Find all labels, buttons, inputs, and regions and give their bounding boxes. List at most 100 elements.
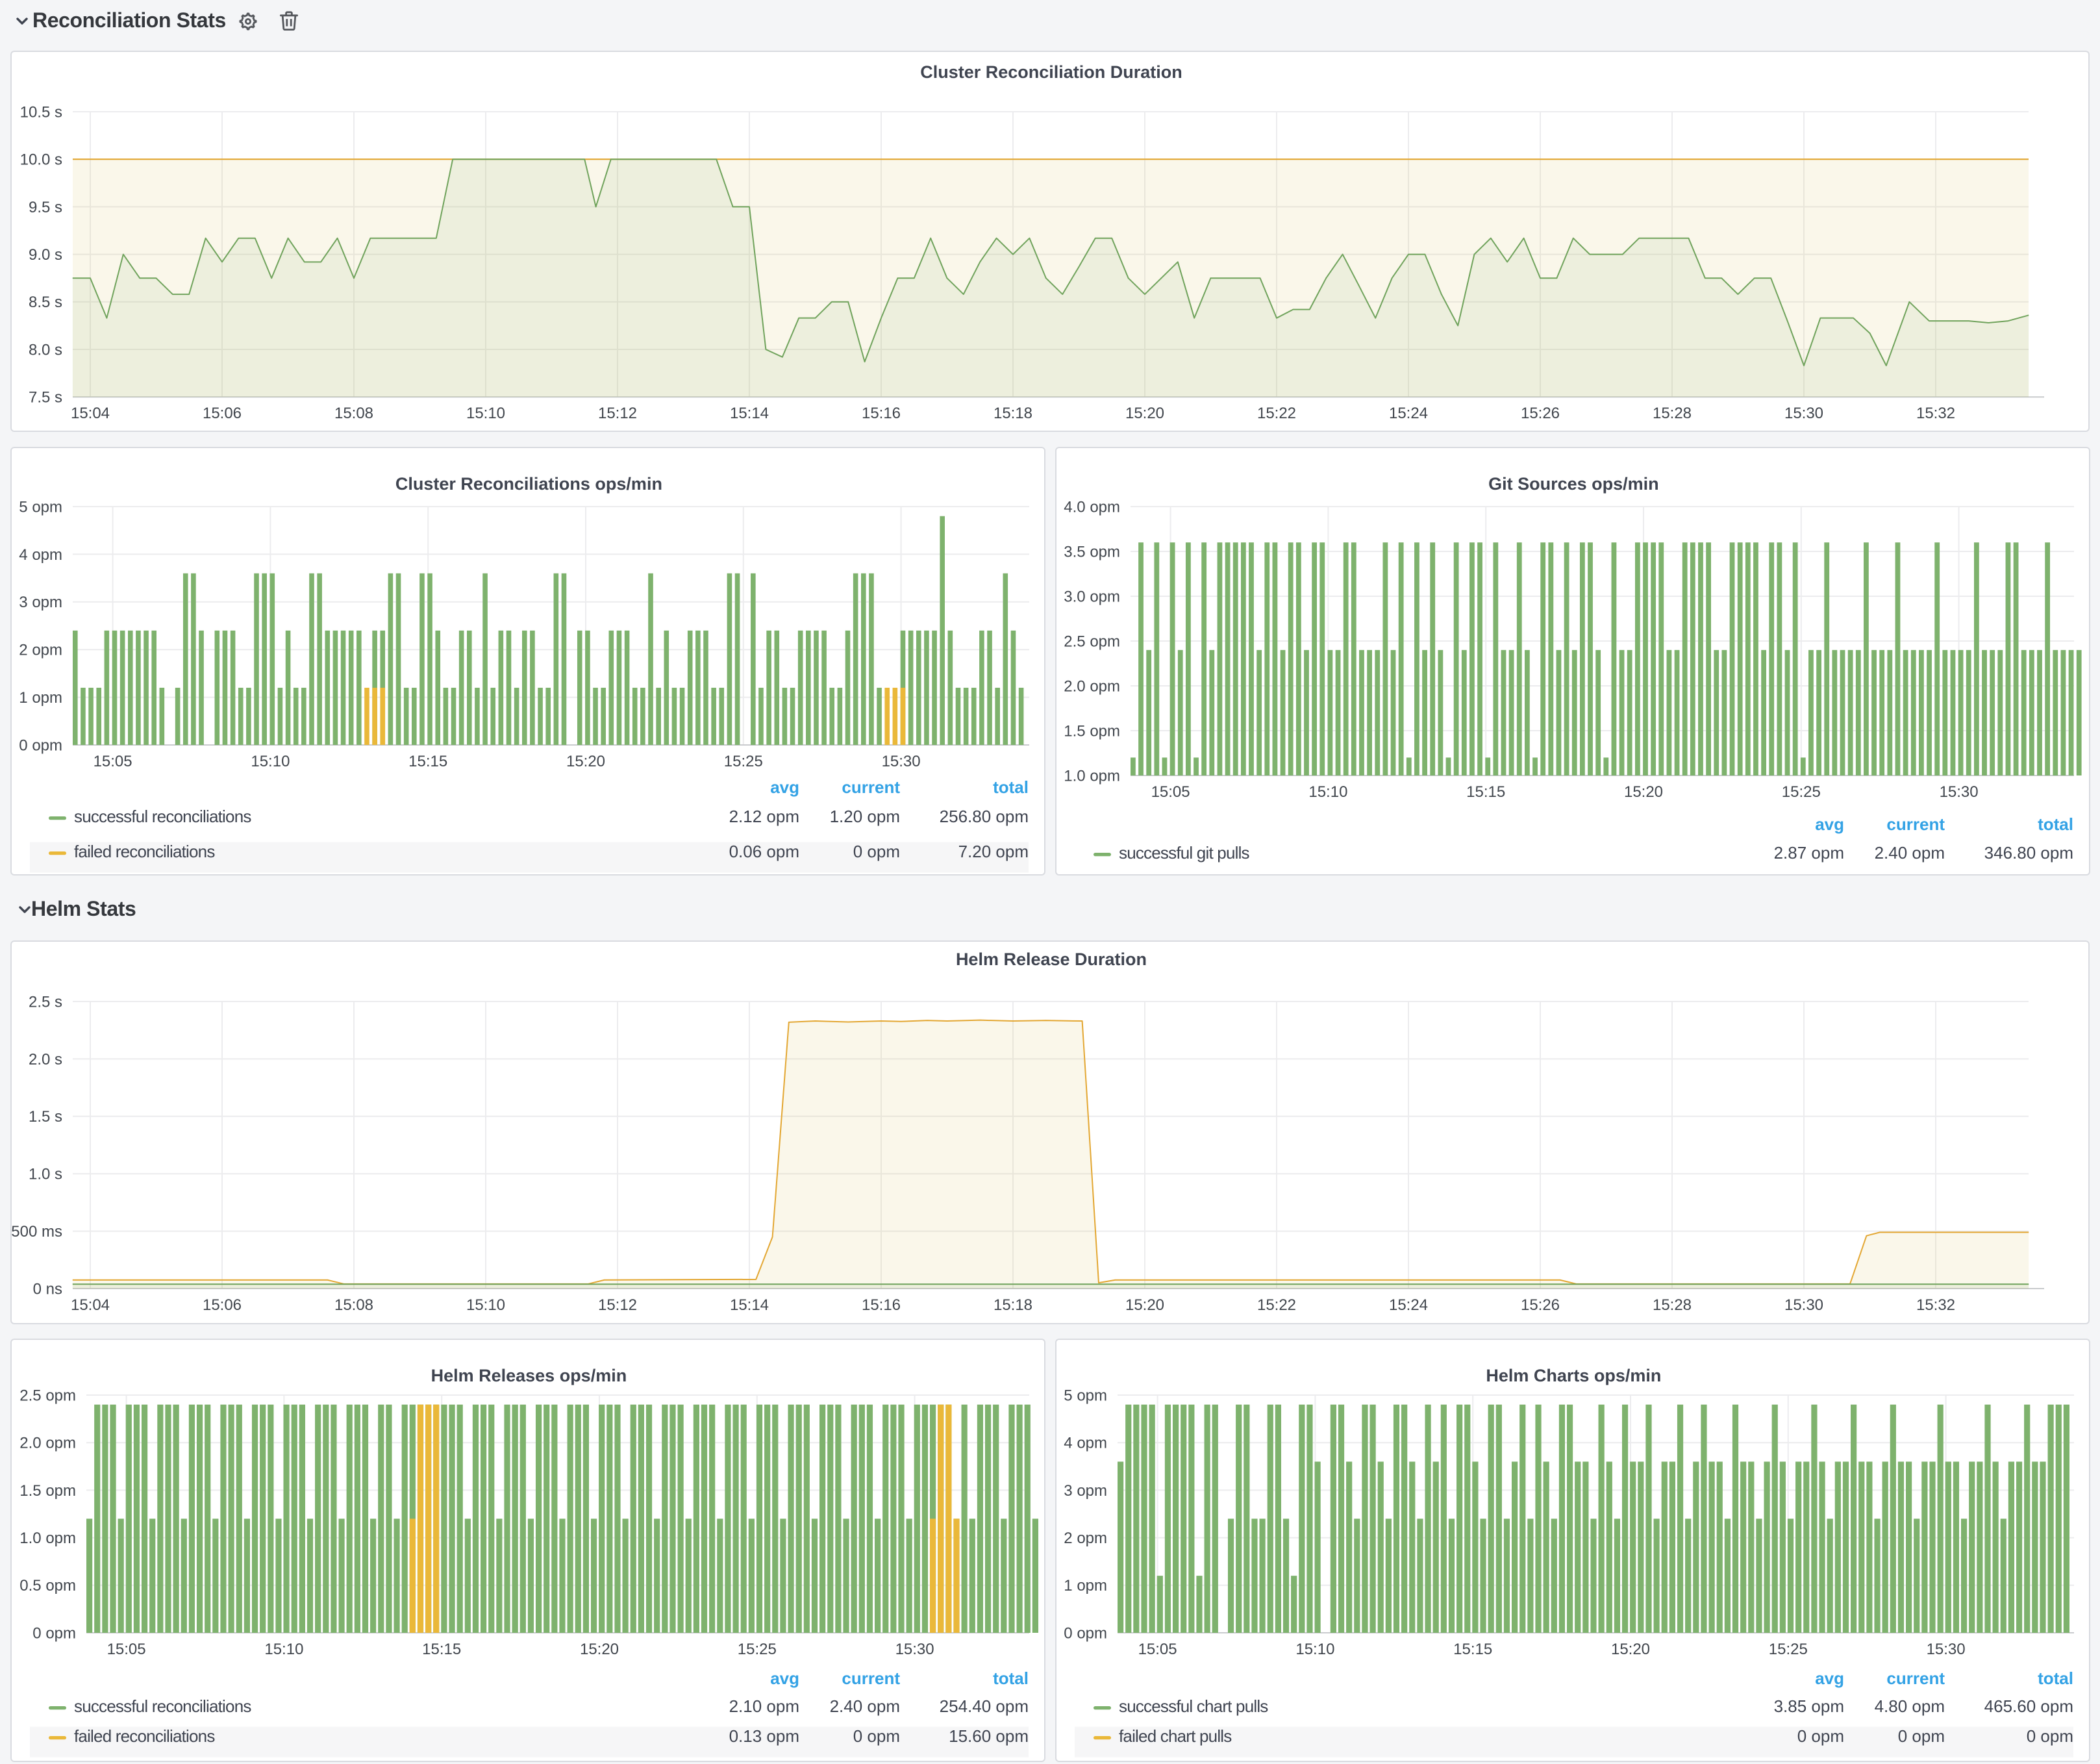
svg-text:15:10: 15:10 — [1295, 1641, 1334, 1658]
svg-text:15:30: 15:30 — [1940, 783, 1979, 801]
svg-text:2.0 opm: 2.0 opm — [19, 1435, 76, 1452]
svg-text:15:05: 15:05 — [107, 1641, 146, 1658]
svg-text:2.87 opm: 2.87 opm — [1774, 843, 1844, 863]
svg-text:15:10: 15:10 — [251, 753, 290, 770]
svg-text:total: total — [993, 1669, 1029, 1688]
svg-text:15:28: 15:28 — [1653, 1296, 1692, 1314]
svg-text:15:10: 15:10 — [466, 405, 505, 422]
svg-text:5 opm: 5 opm — [1064, 1387, 1107, 1404]
svg-text:15:14: 15:14 — [730, 1296, 769, 1314]
svg-text:7.5 s: 7.5 s — [29, 389, 62, 407]
svg-text:15:30: 15:30 — [1927, 1641, 1966, 1658]
svg-text:1.0 s: 1.0 s — [29, 1166, 62, 1183]
svg-text:15:32: 15:32 — [1916, 1296, 1955, 1314]
svg-text:8.5 s: 8.5 s — [29, 294, 62, 311]
svg-text:15:20: 15:20 — [566, 753, 605, 770]
svg-text:failed reconciliations: failed reconciliations — [74, 1726, 215, 1746]
svg-text:2.5 s: 2.5 s — [29, 993, 62, 1011]
svg-text:0.13 opm: 0.13 opm — [729, 1726, 799, 1746]
svg-text:1.5 opm: 1.5 opm — [1064, 722, 1120, 740]
svg-text:15:22: 15:22 — [1257, 405, 1296, 422]
svg-text:15:12: 15:12 — [598, 1296, 637, 1314]
svg-text:15:16: 15:16 — [862, 1296, 901, 1314]
svg-text:15:05: 15:05 — [94, 753, 132, 770]
svg-text:avg: avg — [770, 1669, 799, 1688]
svg-text:15:10: 15:10 — [264, 1641, 303, 1658]
svg-text:15:10: 15:10 — [1308, 783, 1347, 801]
svg-text:15:20: 15:20 — [580, 1641, 619, 1658]
svg-text:15.60 opm: 15.60 opm — [949, 1726, 1029, 1746]
svg-text:15:12: 15:12 — [598, 405, 637, 422]
svg-text:15:25: 15:25 — [724, 753, 763, 770]
svg-text:0 ns: 0 ns — [33, 1280, 62, 1298]
svg-text:0 opm: 0 opm — [853, 1726, 900, 1746]
svg-text:2.0 opm: 2.0 opm — [1064, 677, 1120, 695]
svg-text:2 opm: 2 opm — [1064, 1530, 1107, 1547]
svg-text:current: current — [842, 777, 900, 797]
svg-text:4.0 opm: 4.0 opm — [1064, 498, 1120, 516]
svg-text:8.0 s: 8.0 s — [29, 341, 62, 359]
svg-text:0 opm: 0 opm — [853, 842, 900, 861]
svg-text:15:04: 15:04 — [71, 1296, 110, 1314]
svg-text:successful reconciliations: successful reconciliations — [74, 807, 251, 826]
svg-text:0.5 opm: 0.5 opm — [19, 1577, 76, 1594]
svg-text:9.5 s: 9.5 s — [29, 199, 62, 216]
svg-text:15:20: 15:20 — [1125, 1296, 1164, 1314]
svg-text:15:30: 15:30 — [1784, 405, 1823, 422]
svg-text:7.20 opm: 7.20 opm — [958, 842, 1029, 861]
svg-text:15:18: 15:18 — [994, 1296, 1032, 1314]
svg-text:failed reconciliations: failed reconciliations — [74, 842, 215, 861]
svg-text:current: current — [842, 1669, 900, 1688]
svg-text:total: total — [2038, 1669, 2073, 1688]
svg-text:15:16: 15:16 — [862, 405, 901, 422]
svg-text:Helm Release Duration: Helm Release Duration — [956, 950, 1147, 969]
svg-text:current: current — [1886, 1669, 1945, 1688]
svg-text:Helm Charts ops/min: Helm Charts ops/min — [1486, 1366, 1661, 1385]
svg-text:254.40 opm: 254.40 opm — [940, 1696, 1029, 1716]
svg-text:successful chart pulls: successful chart pulls — [1119, 1696, 1268, 1716]
svg-text:Helm Releases ops/min: Helm Releases ops/min — [431, 1366, 627, 1385]
svg-text:0 opm: 0 opm — [2027, 1726, 2073, 1746]
svg-text:15:08: 15:08 — [334, 1296, 373, 1314]
svg-text:15:20: 15:20 — [1624, 783, 1663, 801]
svg-text:500 ms: 500 ms — [12, 1223, 62, 1241]
svg-text:15:15: 15:15 — [422, 1641, 461, 1658]
svg-text:10.5 s: 10.5 s — [20, 103, 62, 121]
svg-text:15:30: 15:30 — [882, 753, 921, 770]
svg-text:15:04: 15:04 — [71, 405, 110, 422]
svg-text:3.5 opm: 3.5 opm — [1064, 543, 1120, 561]
svg-text:current: current — [1886, 814, 1945, 834]
svg-text:4.80 opm: 4.80 opm — [1875, 1696, 1945, 1716]
svg-text:Git Sources ops/min: Git Sources ops/min — [1488, 474, 1659, 494]
svg-text:15:25: 15:25 — [1769, 1641, 1808, 1658]
svg-text:total: total — [993, 777, 1029, 797]
svg-text:15:26: 15:26 — [1521, 405, 1560, 422]
svg-text:4 opm: 4 opm — [19, 546, 62, 564]
svg-text:15:05: 15:05 — [1151, 783, 1190, 801]
svg-text:avg: avg — [770, 777, 799, 797]
svg-text:15:15: 15:15 — [408, 753, 447, 770]
svg-text:1.0 opm: 1.0 opm — [1064, 767, 1120, 785]
svg-text:successful reconciliations: successful reconciliations — [74, 1696, 251, 1716]
svg-text:0 opm: 0 opm — [32, 1624, 76, 1642]
svg-text:0 opm: 0 opm — [1064, 1624, 1107, 1642]
svg-text:15:06: 15:06 — [203, 1296, 242, 1314]
svg-text:0 opm: 0 opm — [19, 737, 62, 754]
svg-text:15:24: 15:24 — [1389, 1296, 1428, 1314]
svg-text:Cluster Reconciliations ops/mi: Cluster Reconciliations ops/min — [395, 474, 662, 494]
svg-text:2.40 opm: 2.40 opm — [830, 1696, 900, 1716]
svg-text:15:30: 15:30 — [1784, 1296, 1823, 1314]
svg-text:2.5 opm: 2.5 opm — [19, 1387, 76, 1404]
svg-text:15:06: 15:06 — [203, 405, 242, 422]
svg-text:avg: avg — [1815, 814, 1844, 834]
svg-text:256.80 opm: 256.80 opm — [940, 807, 1029, 826]
svg-text:0 opm: 0 opm — [1797, 1726, 1844, 1746]
svg-text:15:18: 15:18 — [994, 405, 1032, 422]
svg-text:1 opm: 1 opm — [1064, 1577, 1107, 1594]
svg-text:15:30: 15:30 — [895, 1641, 934, 1658]
svg-text:0 opm: 0 opm — [1898, 1726, 1945, 1746]
svg-text:15:15: 15:15 — [1466, 783, 1505, 801]
svg-text:4 opm: 4 opm — [1064, 1435, 1107, 1452]
svg-text:465.60 opm: 465.60 opm — [1984, 1696, 2073, 1716]
svg-text:15:22: 15:22 — [1257, 1296, 1296, 1314]
